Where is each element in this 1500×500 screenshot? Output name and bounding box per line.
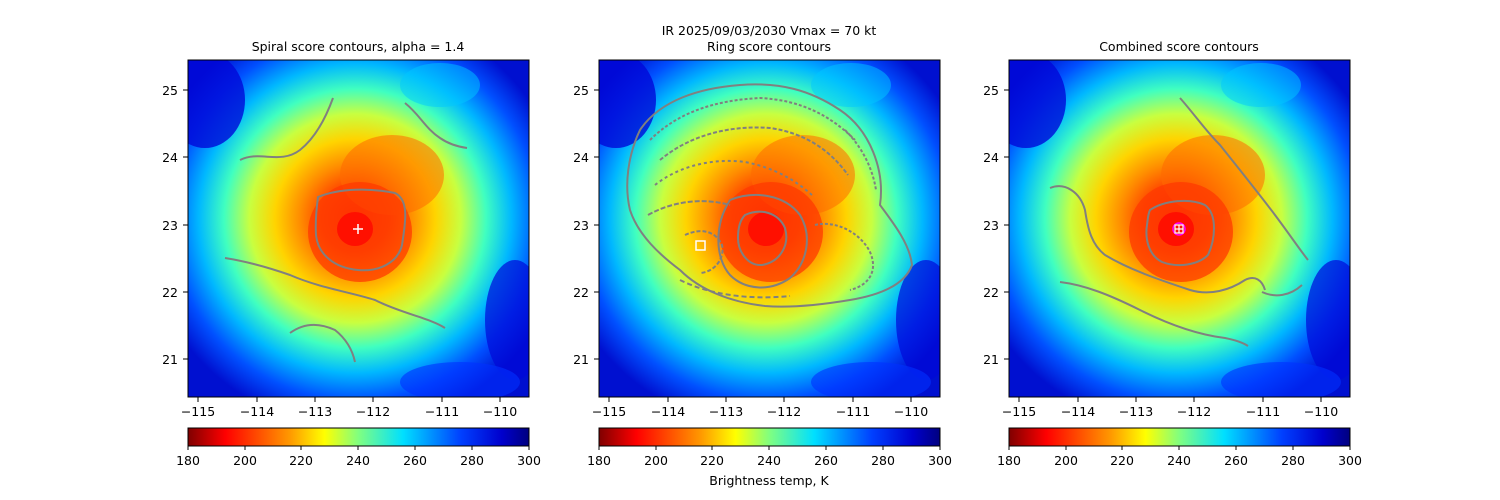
- y-tick-label: 23: [573, 218, 589, 233]
- y-tick-label: 22: [162, 285, 178, 300]
- colorbar-tick-label: 180: [587, 453, 611, 468]
- x-tick-label: −110: [894, 404, 928, 419]
- colorbar-tick-label: 240: [1167, 453, 1191, 468]
- colorbar-tick-label: 260: [403, 453, 427, 468]
- x-tick-label: −112: [1177, 404, 1211, 419]
- x-ticks: [197, 397, 501, 402]
- y-ticks: [594, 89, 599, 360]
- colorbar-label: Brightness temp, K: [709, 473, 829, 488]
- y-tick-label: 25: [983, 83, 999, 98]
- y-tick-label: 23: [162, 218, 178, 233]
- x-tick-label: −110: [1304, 404, 1338, 419]
- brightness-map: [188, 60, 529, 397]
- y-tick-label: 21: [983, 352, 999, 367]
- colorbar-tick-label: 280: [1281, 453, 1305, 468]
- y-tick-label: 23: [983, 218, 999, 233]
- colorbar-tick-label: 220: [700, 453, 724, 468]
- axes-frame: [598, 59, 941, 398]
- colorbar-tick-label: 220: [1110, 453, 1134, 468]
- x-tick-label: −112: [356, 404, 390, 419]
- colorbar: [598, 427, 941, 447]
- colorbar-tick-label: 220: [289, 453, 313, 468]
- x-tick-label: −114: [651, 404, 685, 419]
- y-ticks: [1004, 89, 1009, 360]
- colorbar-tick-label: 300: [517, 453, 541, 468]
- panel-title: Ring score contours: [707, 39, 831, 54]
- colorbar-ticks: [187, 446, 530, 450]
- x-tick-label: −113: [709, 404, 743, 419]
- ring-contours: [626, 83, 914, 308]
- colorbar-tick-label: 300: [928, 453, 952, 468]
- y-tick-label: 24: [983, 150, 999, 165]
- y-tick-label: 21: [573, 352, 589, 367]
- colorbar-tick-label: 280: [871, 453, 895, 468]
- colorbar: [187, 427, 530, 447]
- y-ticks: [183, 89, 188, 360]
- panel-ring: Ring score contours: [573, 39, 952, 488]
- y-tick-label: 22: [573, 285, 589, 300]
- x-tick-label: −115: [181, 404, 215, 419]
- center-marker-square: [695, 240, 706, 251]
- colorbar-tick-label: 260: [814, 453, 838, 468]
- x-tick-label: −113: [1119, 404, 1153, 419]
- x-tick-label: −113: [298, 404, 332, 419]
- y-tick-label: 21: [162, 352, 178, 367]
- panel-combined: Combined score contours: [983, 39, 1362, 468]
- colorbar-tick-label: 260: [1224, 453, 1248, 468]
- x-tick-label: −110: [483, 404, 517, 419]
- x-ticks: [608, 397, 912, 402]
- colorbar-tick-label: 200: [233, 453, 257, 468]
- x-tick-label: −111: [836, 404, 870, 419]
- brightness-map: [1009, 60, 1350, 397]
- colorbar: [1008, 427, 1351, 447]
- colorbar-tick-label: 180: [176, 453, 200, 468]
- panel-title: Combined score contours: [1099, 39, 1259, 54]
- panel-spiral: Spiral score contours, alpha = 1.4: [162, 39, 541, 468]
- colorbar-ticks: [598, 446, 941, 450]
- axes-frame: [187, 59, 530, 398]
- center-marker-combined: [1172, 222, 1186, 236]
- x-tick-label: −112: [767, 404, 801, 419]
- colorbar-tick-label: 280: [460, 453, 484, 468]
- colorbar-ticks: [1008, 446, 1351, 450]
- y-tick-label: 24: [573, 150, 589, 165]
- x-ticks: [1018, 397, 1322, 402]
- center-marker-plus: [353, 224, 363, 234]
- colorbar-tick-label: 200: [1054, 453, 1078, 468]
- y-tick-label: 24: [162, 150, 178, 165]
- colorbar-tick-label: 240: [757, 453, 781, 468]
- brightness-map: [599, 60, 940, 397]
- colorbar-tick-label: 300: [1338, 453, 1362, 468]
- x-tick-label: −114: [1061, 404, 1095, 419]
- axes-frame: [1008, 59, 1351, 398]
- y-tick-label: 25: [162, 83, 178, 98]
- x-tick-label: −115: [1002, 404, 1036, 419]
- x-tick-label: −111: [425, 404, 459, 419]
- panel-title: Spiral score contours, alpha = 1.4: [252, 39, 465, 54]
- x-tick-label: −114: [240, 404, 274, 419]
- x-tick-label: −115: [592, 404, 626, 419]
- x-tick-label: −111: [1246, 404, 1280, 419]
- y-tick-label: 22: [983, 285, 999, 300]
- colorbar-tick-label: 240: [346, 453, 370, 468]
- figure-suptitle: IR 2025/09/03/2030 Vmax = 70 kt: [662, 23, 877, 38]
- colorbar-tick-label: 180: [997, 453, 1021, 468]
- combined-contours: [1049, 97, 1309, 347]
- spiral-contours: [224, 97, 468, 363]
- y-tick-label: 25: [573, 83, 589, 98]
- colorbar-tick-label: 200: [644, 453, 668, 468]
